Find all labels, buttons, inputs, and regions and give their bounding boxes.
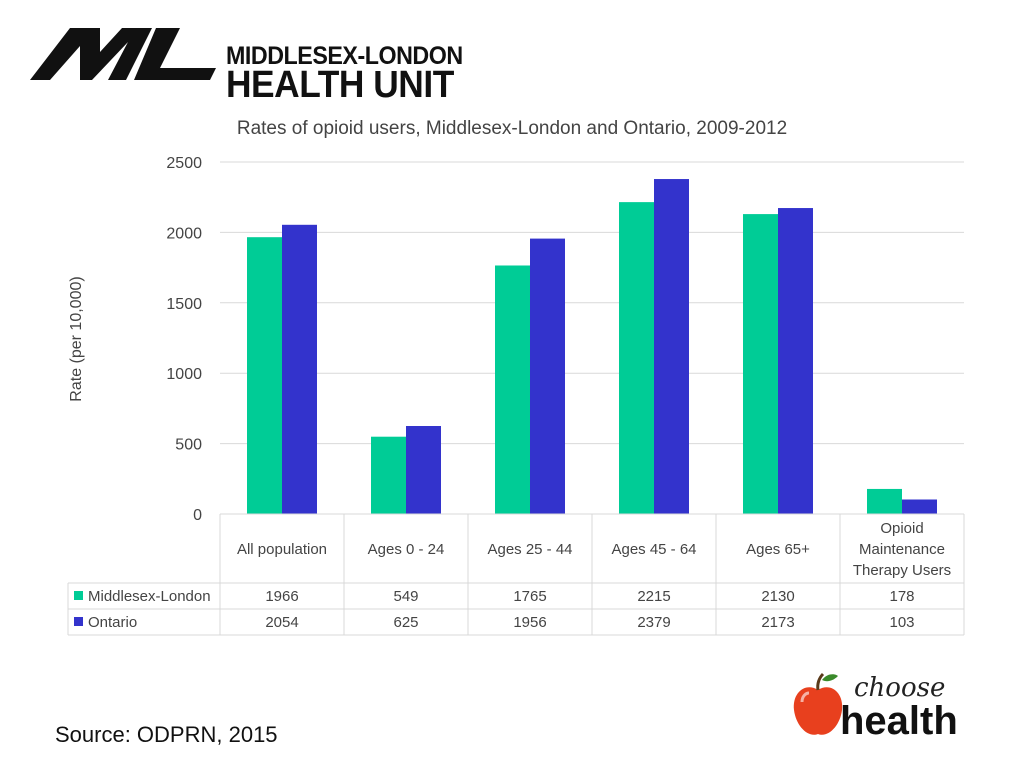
data-table-value: 2379 (637, 614, 670, 631)
y-tick-label: 2500 (166, 155, 202, 172)
legend-series-name: Ontario (88, 614, 137, 631)
y-tick-label: 1000 (166, 366, 202, 383)
bar-middlesex-london (619, 202, 654, 515)
category-label: Ages 65+ (746, 541, 810, 558)
bars (247, 179, 937, 515)
data-table-value: 2130 (761, 588, 794, 605)
gridlines (220, 161, 964, 445)
y-tick-label: 2000 (166, 225, 202, 242)
apple-icon (793, 672, 843, 735)
bar-ontario (530, 238, 565, 514)
logo-text-middlesex-london: MIDDLESEX-LONDON (226, 42, 463, 70)
data-table: All population Ages 0 - 24 Ages 25 - 44 Age… (67, 513, 965, 636)
data-table-value: 1765 (513, 588, 546, 605)
choose-health-logo: choose health (793, 672, 958, 740)
bar-middlesex-london (371, 436, 406, 514)
bar-middlesex-london (495, 265, 530, 514)
bar-middlesex-london (743, 214, 778, 514)
y-tick-label: 1500 (166, 296, 202, 313)
health-text: health (840, 699, 958, 740)
data-table-value: 1966 (265, 588, 298, 605)
opioid-rates-chart: Rates of opioid users, Middlesex-London … (67, 118, 965, 636)
legend-swatch (74, 591, 83, 600)
category-label: Maintenance (859, 541, 945, 558)
data-table-value: 2173 (761, 614, 794, 631)
data-table-value: 2054 (265, 614, 298, 631)
source-note: Source: ODPRN, 2015 (55, 722, 278, 747)
data-table-value: 1956 (513, 614, 546, 631)
bar-ontario (282, 224, 317, 514)
data-table-value: 178 (889, 588, 914, 605)
legend-swatch (74, 617, 83, 626)
bar-ontario (406, 426, 441, 514)
category-label: Therapy Users (853, 562, 951, 579)
logo-text-health-unit: HEALTH UNIT (226, 64, 454, 106)
category-label: Ages 0 - 24 (368, 541, 445, 558)
y-axis-label: Rate (per 10,000) (68, 276, 85, 401)
y-tick-label: 0 (193, 507, 202, 524)
data-table-value: 549 (393, 588, 418, 605)
category-label: All population (237, 541, 327, 558)
y-axis-ticks: 0 500 1000 1500 2000 2500 (166, 155, 202, 524)
ml-logo-mark (30, 28, 216, 80)
bar-middlesex-london (867, 488, 902, 514)
bar-middlesex-london (247, 237, 282, 514)
middlesex-london-health-unit-logo: MIDDLESEX-LONDON HEALTH UNIT (30, 20, 463, 106)
bar-ontario (902, 499, 937, 514)
data-table-value: 625 (393, 614, 418, 631)
category-label: Ages 25 - 44 (487, 541, 572, 558)
data-table-value: 103 (889, 614, 914, 631)
bar-ontario (654, 179, 689, 514)
chart-title: Rates of opioid users, Middlesex-London … (237, 118, 787, 139)
y-tick-label: 500 (175, 437, 202, 454)
data-table-value: 2215 (637, 588, 670, 605)
legend-series-name: Middlesex-London (88, 588, 211, 605)
choose-text: choose (854, 673, 945, 703)
category-label: Opioid (880, 520, 923, 537)
bar-ontario (778, 208, 813, 514)
category-label: Ages 45 - 64 (611, 541, 696, 558)
